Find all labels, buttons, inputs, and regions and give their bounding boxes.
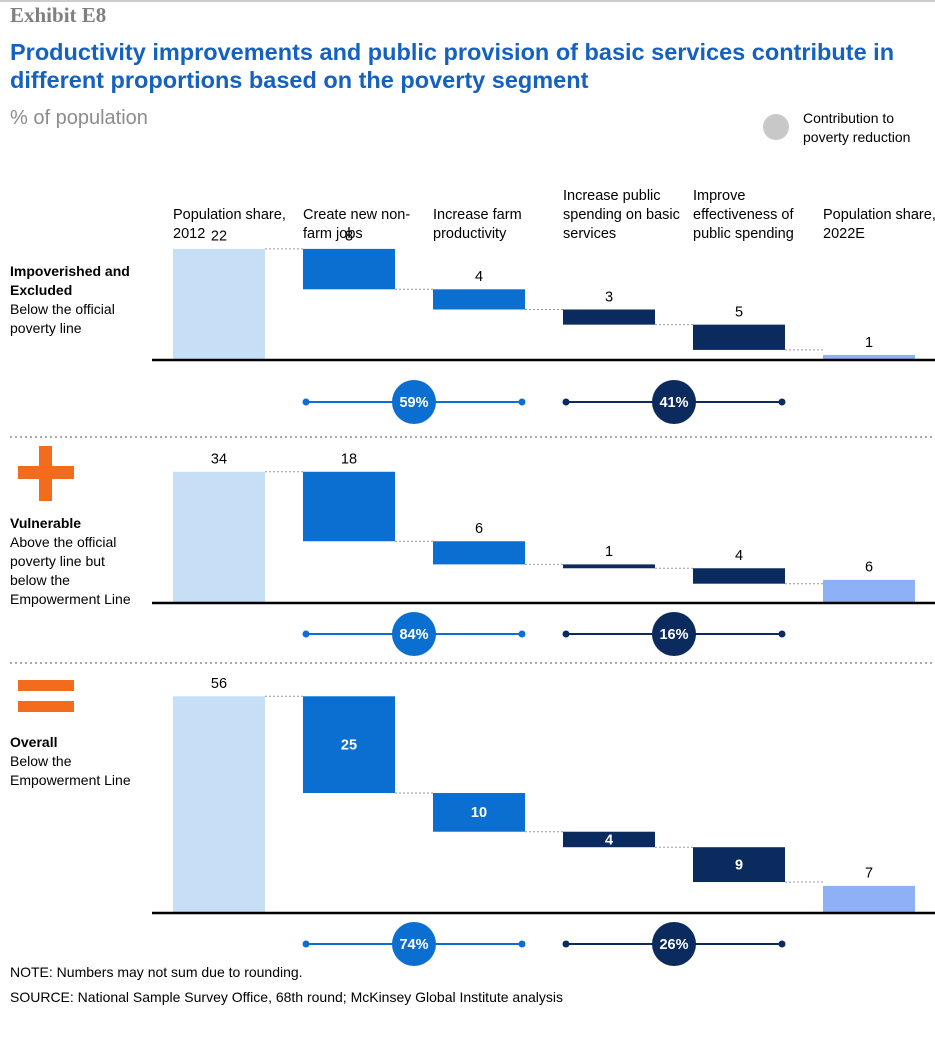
value-label: 56 [211, 676, 227, 692]
segment-label: Overall Below the Empowerment Line [10, 733, 145, 790]
bar [433, 289, 525, 310]
line-end [518, 630, 526, 638]
value-label: 18 [341, 452, 357, 468]
bar [433, 541, 525, 565]
segment-title: Overall [10, 734, 58, 750]
value-label: 8 [345, 229, 353, 245]
value-label: 5 [735, 304, 743, 320]
segment-title: Vulnerable [10, 515, 82, 531]
bar [823, 354, 915, 360]
contribution-label: 41% [659, 395, 688, 411]
bar [563, 831, 655, 848]
column-header: Improve effectiveness of public spending [693, 188, 794, 242]
bar [693, 847, 785, 883]
legend-label: Contribution to poverty reduction [803, 110, 911, 145]
value-label: 7 [865, 866, 873, 882]
bar [173, 248, 265, 360]
line-end [778, 940, 786, 948]
bar [823, 885, 915, 913]
subtitle: % of population [10, 107, 148, 129]
value-label: 4 [475, 269, 483, 285]
column-header: Increase public spending on basic servic… [563, 188, 680, 242]
value-label: 25 [341, 737, 357, 753]
bar [303, 696, 395, 794]
bar [433, 793, 525, 832]
value-label: 6 [865, 560, 873, 576]
line-end [302, 630, 310, 638]
column-header: Population share, 2022E [823, 207, 935, 242]
column-header: Population share, 2012 [173, 207, 286, 242]
segment-description: Above the official poverty line but belo… [10, 534, 131, 607]
line-end [518, 940, 526, 948]
value-label: 10 [471, 805, 487, 821]
bar [563, 309, 655, 325]
line-end [562, 940, 570, 948]
value-label: 9 [735, 857, 743, 873]
column-header: Increase farm productivity [433, 207, 522, 242]
bar [823, 579, 915, 603]
source: SOURCE: National Sample Survey Office, 6… [10, 989, 563, 1005]
bar [303, 248, 395, 290]
line-end [778, 630, 786, 638]
contribution-circle [392, 380, 436, 424]
contribution-circle [652, 612, 696, 656]
contribution-label: 74% [399, 937, 428, 953]
line-end [302, 940, 310, 948]
line-end [302, 398, 310, 406]
value-label: 1 [605, 544, 613, 560]
line-end [562, 398, 570, 406]
bar [173, 471, 265, 603]
bar [303, 471, 395, 542]
value-label: 34 [211, 452, 227, 468]
value-label: 22 [211, 229, 227, 245]
title: Productivity improvements and public pro… [10, 39, 895, 93]
line-end [778, 398, 786, 406]
line-end [518, 398, 526, 406]
segment-description: Below the official poverty line [10, 301, 115, 336]
contribution-label: 84% [399, 627, 428, 643]
value-label: 4 [605, 832, 613, 848]
segment-label: Vulnerable Above the official poverty lin… [10, 514, 145, 609]
bar [173, 696, 265, 913]
legend-marker [763, 114, 789, 140]
exhibit-label: Exhibit E8 [10, 3, 107, 27]
value-label: 6 [475, 521, 483, 537]
value-label: 3 [605, 289, 613, 305]
note: NOTE: Numbers may not sum due to roundin… [10, 964, 303, 980]
value-label: 1 [865, 335, 873, 351]
contribution-circle [652, 380, 696, 424]
contribution-circle [392, 922, 436, 966]
bar [563, 564, 655, 569]
bar [693, 568, 785, 584]
contribution-circle [392, 612, 436, 656]
contribution-circle [652, 922, 696, 966]
plus-icon [18, 446, 74, 501]
value-label: 4 [735, 548, 743, 564]
column-header: Create new non-farm jobs [303, 207, 411, 242]
segment-description: Below the Empowerment Line [10, 753, 131, 788]
contribution-label: 59% [399, 395, 428, 411]
contribution-label: 26% [659, 937, 688, 953]
contribution-label: 16% [659, 627, 688, 643]
equals-icon [18, 680, 74, 712]
line-end [562, 630, 570, 638]
bar [693, 324, 785, 350]
segment-title: Impoverished and Excluded [10, 263, 130, 298]
segment-label: Impoverished and Excluded Below the offic… [10, 262, 145, 338]
